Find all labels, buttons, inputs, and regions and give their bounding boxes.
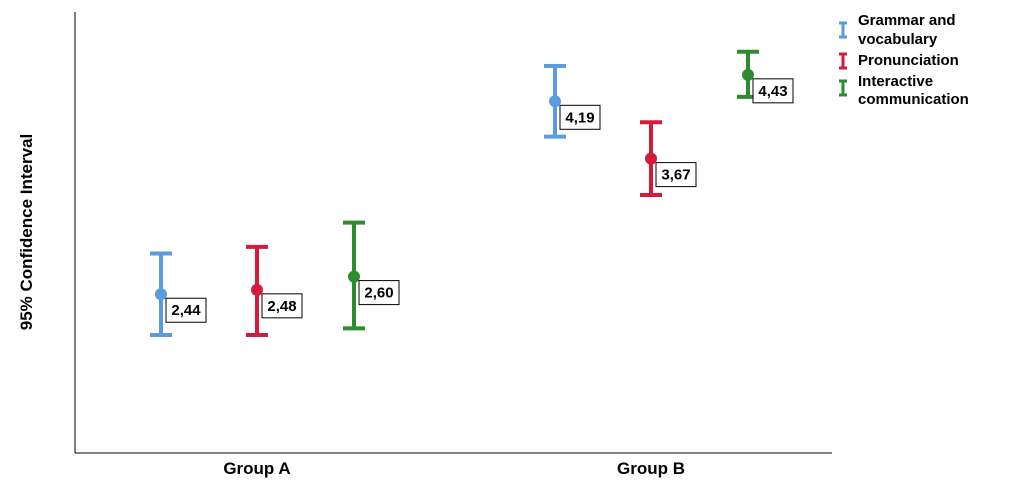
data-label: 4,43 (758, 83, 787, 100)
x-axis-tick-labels: Group A Group B (223, 459, 685, 478)
mean-point (742, 68, 754, 81)
data-label: 2,44 (171, 302, 201, 319)
mean-point (348, 270, 360, 283)
data-label-box (165, 297, 207, 323)
legend-label: communication (858, 91, 969, 108)
legend-item-1: Pronunciation (839, 52, 959, 70)
mean-point (155, 288, 167, 301)
data-label-box (752, 78, 794, 104)
error-bar-grammar-and-vocabulary-group-a: 2,44 (150, 251, 207, 338)
legend-label: Interactive (858, 73, 933, 90)
legend-label: Pronunciation (858, 52, 959, 69)
data-label-box (261, 293, 303, 319)
x-tick-label-group-b: Group B (617, 459, 685, 478)
data-label: 2,60 (364, 285, 393, 302)
series-layer: 2,44 4,19 2,48 3,67 2,60 4,43 (150, 49, 794, 338)
plot-area (74, 12, 832, 454)
data-label: 2,48 (267, 298, 296, 315)
y-axis-label: 95% Confidence Interval (17, 134, 36, 331)
data-label-box (358, 280, 400, 306)
error-bar-pronunciation-group-b: 3,67 (640, 120, 697, 198)
legend-label: vocabulary (858, 31, 938, 48)
data-label: 4,19 (565, 109, 594, 126)
legend-label: Grammar and (858, 12, 956, 29)
x-tick-label-group-a: Group A (223, 459, 290, 478)
legend: Grammar and vocabulary Pronunciation Intera… (839, 12, 969, 108)
data-label: 3,67 (661, 167, 690, 184)
data-label-box (655, 162, 697, 188)
legend-item-0: Grammar and vocabulary (839, 12, 956, 48)
data-label-box (559, 104, 601, 130)
error-bar-interactive-communication-group-b: 4,43 (737, 49, 794, 104)
error-bar-grammar-and-vocabulary-group-b: 4,19 (544, 64, 601, 139)
mean-point (549, 95, 561, 108)
error-bar-interactive-communication-group-a: 2,60 (343, 220, 400, 331)
error-bar-pronunciation-group-a: 2,48 (246, 244, 303, 338)
mean-point (251, 283, 263, 296)
mean-point (645, 152, 657, 165)
